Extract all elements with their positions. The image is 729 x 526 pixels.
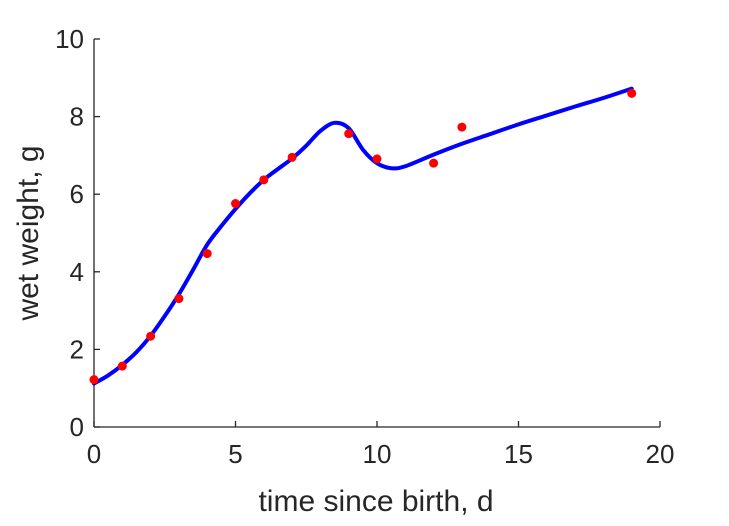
x-axis-label: time since birth, d (258, 485, 493, 518)
observation-point (627, 88, 637, 98)
x-tick-label: 0 (87, 439, 101, 469)
observation-point (174, 294, 184, 304)
observation-point (231, 199, 240, 209)
y-tick-label: 8 (70, 102, 84, 132)
observation-point (117, 361, 127, 371)
observation-point (89, 375, 99, 385)
observation-point (429, 158, 439, 168)
model-curve (92, 86, 634, 386)
observation-point (202, 249, 212, 259)
y-tick-label: 2 (70, 334, 84, 364)
x-tick-label: 10 (363, 439, 392, 469)
y-tick-label: 4 (70, 257, 84, 287)
x-tick-label: 20 (646, 439, 675, 469)
observation-point (259, 175, 269, 185)
observation-point (372, 154, 382, 164)
observation-point (146, 331, 156, 341)
y-axis-label: wet weight, g (12, 145, 45, 321)
axes (93, 39, 660, 428)
observation-point (457, 122, 467, 132)
observation-points (89, 88, 637, 385)
y-tick-label: 6 (70, 179, 84, 209)
x-tick-label: 5 (228, 439, 242, 469)
y-tick-label: 0 (70, 412, 84, 442)
axis-ticks: 0 5 10 15 20 0 2 4 6 8 10 (55, 24, 674, 469)
y-tick-label: 10 (55, 24, 84, 54)
x-tick-label: 15 (504, 439, 533, 469)
model-curve-line (92, 86, 634, 386)
observation-point (287, 152, 297, 162)
observation-point (344, 129, 354, 139)
